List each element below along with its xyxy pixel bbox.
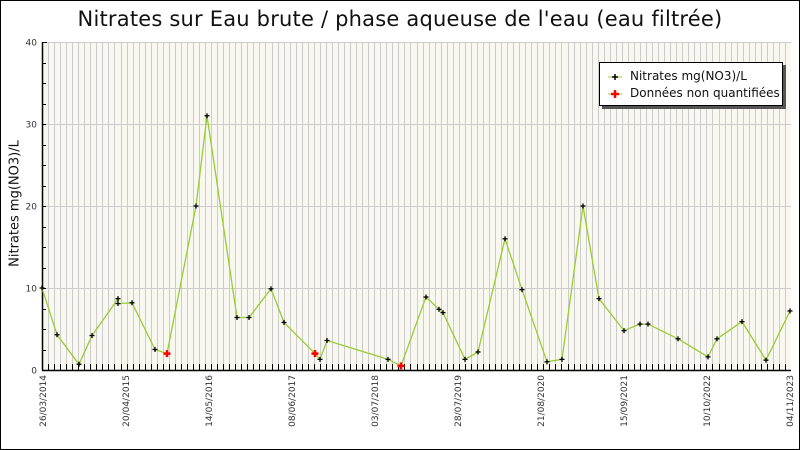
legend: Nitrates mg(NO3)/L Données non quantifié…: [599, 62, 783, 106]
data-point-marker: [559, 356, 565, 362]
data-point-marker: [519, 287, 525, 293]
data-point-marker: [246, 315, 252, 321]
y-tick-label: 0: [31, 367, 37, 377]
legend-label: Données non quantifiées: [630, 86, 780, 100]
data-point-marker: [76, 361, 82, 367]
data-point-marker: [621, 328, 627, 334]
y-tick-label: 10: [26, 285, 38, 295]
data-point-marker: [115, 296, 121, 302]
black-cross-marker-icon: [608, 71, 622, 81]
data-point-marker: [637, 321, 643, 327]
x-tick-label: 21/08/2020: [537, 375, 547, 427]
x-tick-label: 20/04/2015: [122, 375, 132, 427]
legend-label: Nitrates mg(NO3)/L: [630, 69, 747, 83]
data-point-marker: [89, 333, 95, 339]
x-tick-label: 08/06/2017: [288, 375, 298, 427]
data-point-marker: [645, 321, 651, 327]
data-point-marker: [580, 203, 586, 209]
x-tick-label: 15/09/2021: [620, 375, 630, 427]
data-point-marker: [193, 203, 199, 209]
x-tick-label: 03/07/2018: [371, 375, 381, 427]
data-point-marker: [39, 285, 45, 291]
y-tick-label: 40: [26, 39, 38, 49]
data-point-marker: [317, 356, 323, 362]
legend-item-nitrates: Nitrates mg(NO3)/L: [608, 68, 747, 84]
data-point-marker: [204, 113, 210, 119]
data-point-marker: [385, 356, 391, 362]
data-point-marker: [462, 356, 468, 362]
data-point-marker: [54, 332, 60, 338]
x-tick-label: 26/03/2014: [39, 375, 49, 427]
non-quantified-marker: [311, 350, 319, 358]
data-point-marker: [268, 286, 274, 292]
x-tick-label: 04/11/2023: [786, 375, 796, 427]
data-point-marker: [129, 300, 135, 306]
data-point-marker: [502, 236, 508, 242]
data-point-marker: [423, 294, 429, 300]
data-point-marker: [739, 319, 745, 325]
non-quantified-marker: [397, 362, 405, 370]
x-tick-label: 14/05/2016: [205, 375, 215, 427]
nitrates-line: [41, 115, 791, 367]
chart-title: Nitrates sur Eau brute / phase aqueuse d…: [77, 7, 723, 31]
data-point-marker: [544, 359, 550, 365]
data-point-marker: [763, 357, 769, 363]
y-tick-label: 30: [26, 121, 38, 131]
data-point-marker: [440, 310, 446, 316]
data-point-marker: [234, 315, 240, 321]
data-point-marker: [281, 319, 287, 325]
red-cross-marker-icon: [608, 88, 622, 98]
legend-item-non-quantified: Données non quantifiées: [608, 85, 780, 101]
data-point-marker: [475, 349, 481, 355]
data-point-marker: [324, 337, 330, 343]
data-point-marker: [714, 336, 720, 342]
data-point-marker: [787, 308, 793, 314]
x-tick-label: 28/07/2019: [454, 375, 464, 427]
data-point-marker: [115, 301, 121, 307]
data-point-marker: [596, 296, 602, 302]
non-quantified-marker: [163, 350, 171, 358]
x-tick-label: 10/10/2022: [703, 375, 713, 427]
data-point-marker: [705, 354, 711, 360]
y-tick-label: 20: [26, 203, 38, 213]
data-point-marker: [152, 347, 158, 352]
data-point-marker: [436, 306, 442, 312]
data-point-marker: [675, 336, 681, 342]
